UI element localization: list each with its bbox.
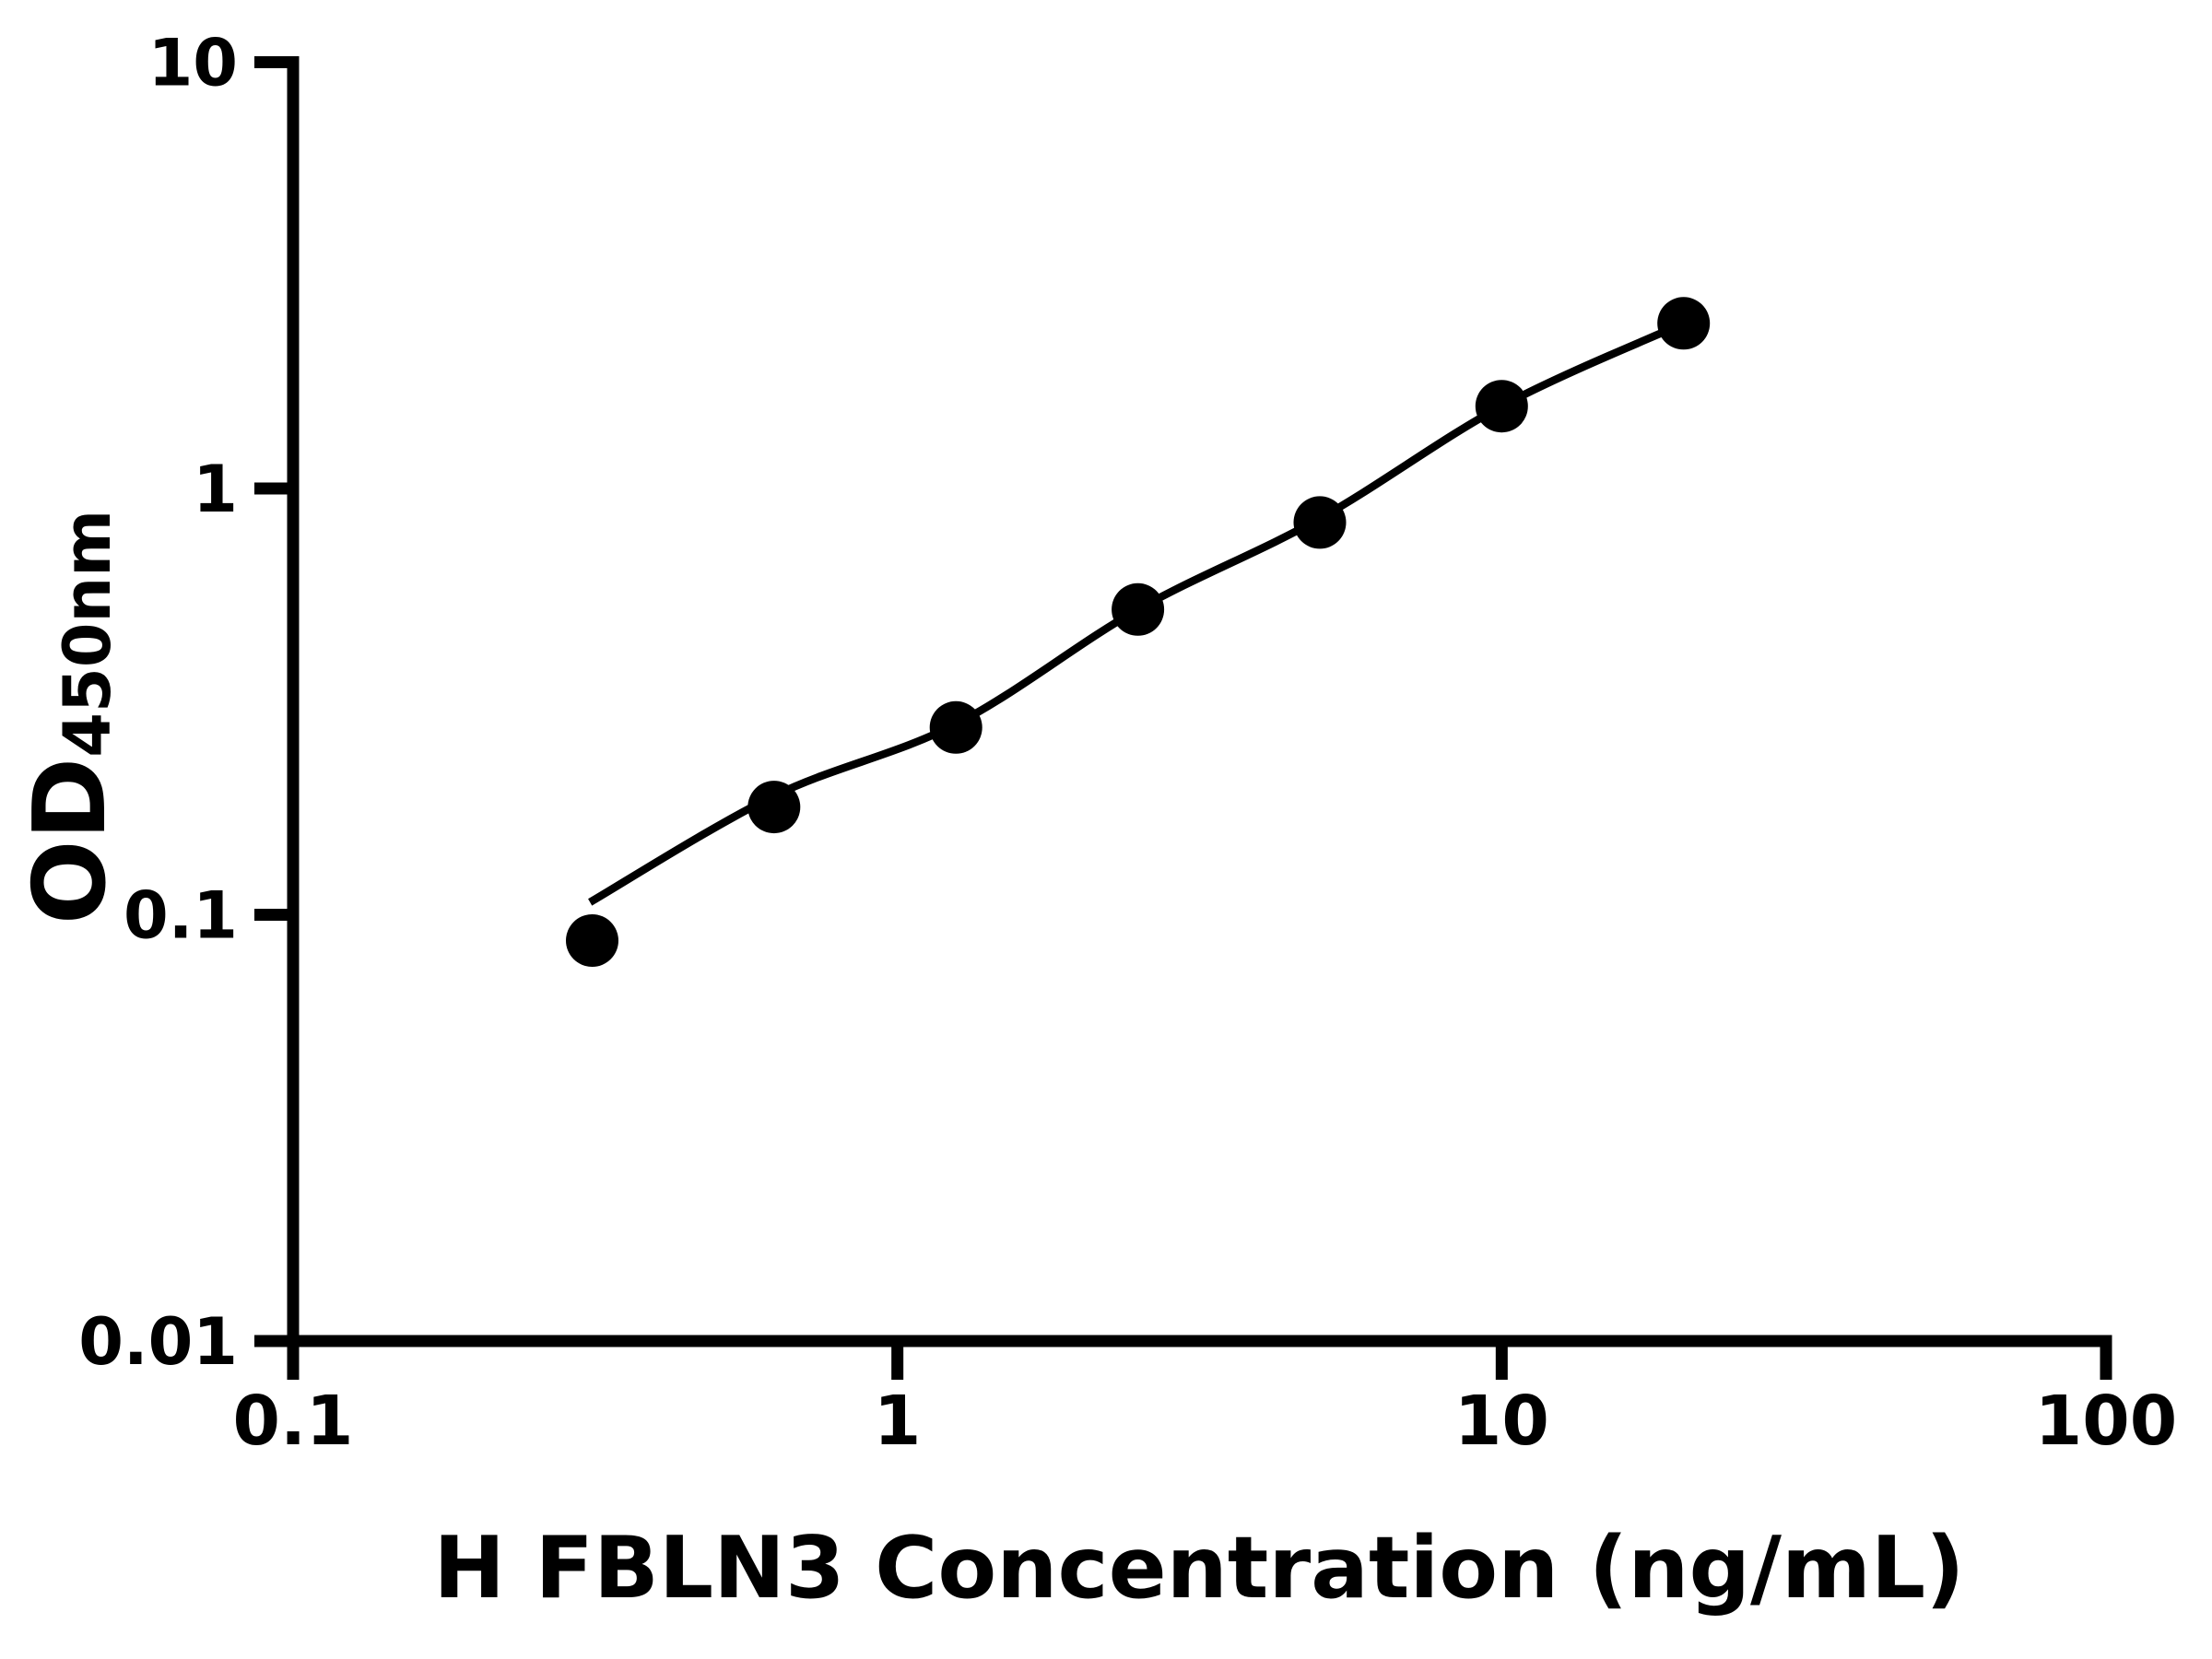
y-tick-label: 0.01 bbox=[78, 1304, 238, 1380]
data-point bbox=[1657, 297, 1711, 350]
x-tick-label: 100 bbox=[2035, 1382, 2177, 1461]
data-point bbox=[747, 781, 801, 834]
data-point bbox=[1112, 582, 1165, 636]
data-point bbox=[566, 914, 618, 967]
x-axis-title: H FBLN3 Concentration (ng/mL) bbox=[433, 1518, 1964, 1618]
y-axis-title-main: OD bbox=[13, 758, 128, 924]
x-tick-label: 10 bbox=[1454, 1382, 1549, 1461]
data-point bbox=[1475, 380, 1528, 433]
data-point bbox=[929, 700, 982, 754]
x-tick-label: 0.1 bbox=[232, 1382, 353, 1461]
y-axis-title-sub: 450nm bbox=[50, 510, 125, 758]
y-axis-title: OD450nm bbox=[13, 510, 128, 924]
y-tick-label: 1 bbox=[193, 452, 238, 527]
y-tick-label: 0.1 bbox=[124, 878, 238, 954]
y-tick-label: 10 bbox=[148, 26, 238, 101]
x-tick-label: 1 bbox=[874, 1382, 922, 1461]
data-point bbox=[1293, 496, 1347, 549]
